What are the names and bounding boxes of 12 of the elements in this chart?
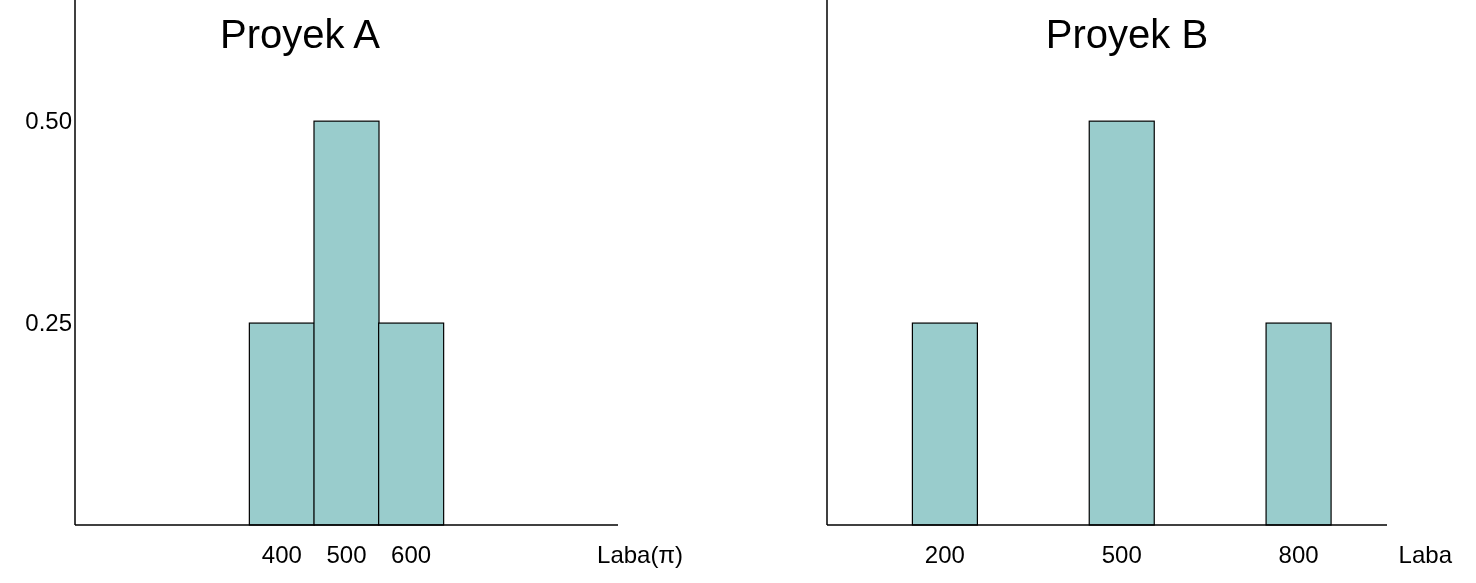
x-tick-label: 400: [261, 541, 302, 568]
chart-title: Proyek B: [1045, 12, 1209, 56]
y-tick-label: 0.25: [25, 309, 72, 337]
x-tick-label: 200: [924, 541, 965, 568]
x-tick-label: 500: [1101, 541, 1142, 568]
chart-title: Proyek A: [219, 12, 381, 56]
x-tick-label: 800: [1278, 541, 1319, 568]
x-axis-title: Laba(π): [597, 541, 683, 568]
x-tick-label: 600: [391, 541, 432, 568]
x-tick-label: 500: [326, 541, 367, 568]
x-axis-title: Laba: [1398, 541, 1453, 568]
y-tick-label: 0.50: [25, 107, 72, 135]
